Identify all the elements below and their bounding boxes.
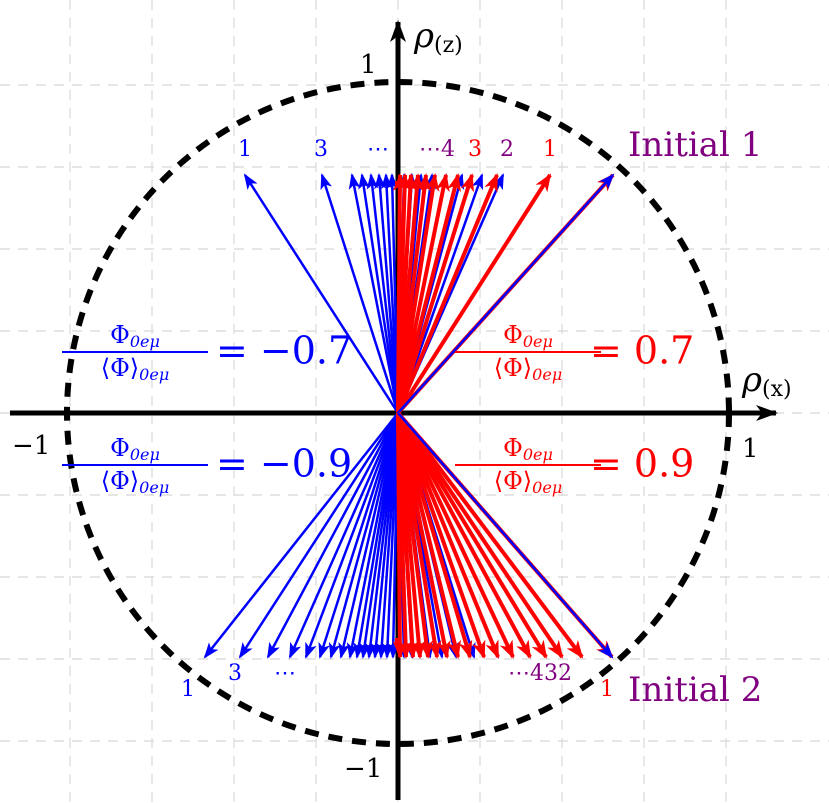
arrow [266,412,400,659]
sub: 0eμ [532,478,562,497]
arrow [396,173,499,414]
arrow-label: 1 [238,137,252,162]
sub: 0eμ [532,365,562,384]
arrow [396,173,552,415]
ratio: = −0.7 [216,329,352,373]
sub: 0eμ [139,365,169,384]
fractions: Φ0eμ⟨Φ⟩0eμ= −0.7 Φ0eμ⟨Φ⟩0eμ= 0.7Φ0eμ⟨Φ⟩0e… [62,321,694,497]
symbol: Φ [503,321,523,349]
symbol: ⟨Φ⟩ [101,467,139,495]
origin-mark [395,181,401,187]
arrows [203,173,615,659]
sub: 0eμ [130,445,160,464]
tick-label: −1 [12,431,50,461]
symbol: Φ [503,434,523,462]
symbol: Φ [110,434,130,462]
tick-label: 1 [360,50,377,80]
symbol: ⟨Φ⟩ [101,354,139,382]
arrow-label: 3 [468,137,482,162]
arrow [396,412,473,659]
arrow [203,412,399,659]
initial-label: Initial 2 [628,670,762,710]
arrow [396,412,486,659]
arrow [396,412,500,659]
arrow-label: 1 [600,677,614,702]
arrow-label: 3 [314,137,328,162]
sub: 0eμ [523,332,553,351]
arrow-label: 3 [228,661,242,686]
denominator: ⟨Φ⟩0eμ [101,467,169,497]
tick-label: 1 [742,434,759,464]
denominator: ⟨Φ⟩0eμ [101,354,169,384]
symbol: Φ [110,321,130,349]
ratio: = −0.9 [216,442,352,486]
sub: (x) [762,377,792,402]
numerator: Φ0eμ [503,434,553,464]
arrow [348,173,400,414]
arrow [338,412,400,659]
arrow-label: ⋯4 [419,137,455,162]
arrow [397,412,614,659]
denominator: ⟨Φ⟩0eμ [494,354,562,384]
arrow [288,412,400,659]
ratio: = 0.7 [590,329,694,373]
ratio: = 0.9 [590,442,694,486]
arrow [396,412,532,659]
arrow [396,411,548,659]
sub: 0eμ [130,332,160,351]
arrow [396,411,584,659]
symbol: ρ [741,360,762,400]
x-axis-label: ρ(x) [741,360,792,402]
symbol: ρ [413,16,434,56]
arrow [397,173,615,414]
arrow [396,173,474,414]
tick-label: −1 [344,754,382,784]
sub: 0eμ [139,478,169,497]
origin-mark [395,638,401,644]
arrow [320,173,400,414]
numerator: Φ0eμ [110,321,160,351]
arrow-label: ⋯432 [508,661,572,686]
arrow [366,173,400,414]
arrow [396,173,461,414]
initial-label: Initial 1 [628,125,762,165]
sub: (z) [434,33,463,58]
z-axis-label: ρ(z) [413,16,463,58]
numerator: Φ0eμ [503,321,553,351]
arrow [318,412,400,659]
arrow [328,412,400,659]
arrow [243,173,400,414]
arrow [358,173,400,414]
arrow [396,412,515,659]
symbol: ⟨Φ⟩ [494,354,532,382]
arrow-label: ⋯ [367,137,389,162]
denominator: ⟨Φ⟩0eμ [494,467,562,497]
symbol: ⟨Φ⟩ [494,467,532,495]
arrow-label: 2 [500,137,514,162]
sub: 0eμ [523,445,553,464]
arrow-label: 1 [543,137,557,162]
arrow [304,412,400,659]
arrow-label: 1 [181,677,195,702]
numerator: Φ0eμ [110,434,160,464]
arrow-label: ⋯ [274,661,296,686]
arrow [238,412,400,659]
arrow [396,411,564,659]
